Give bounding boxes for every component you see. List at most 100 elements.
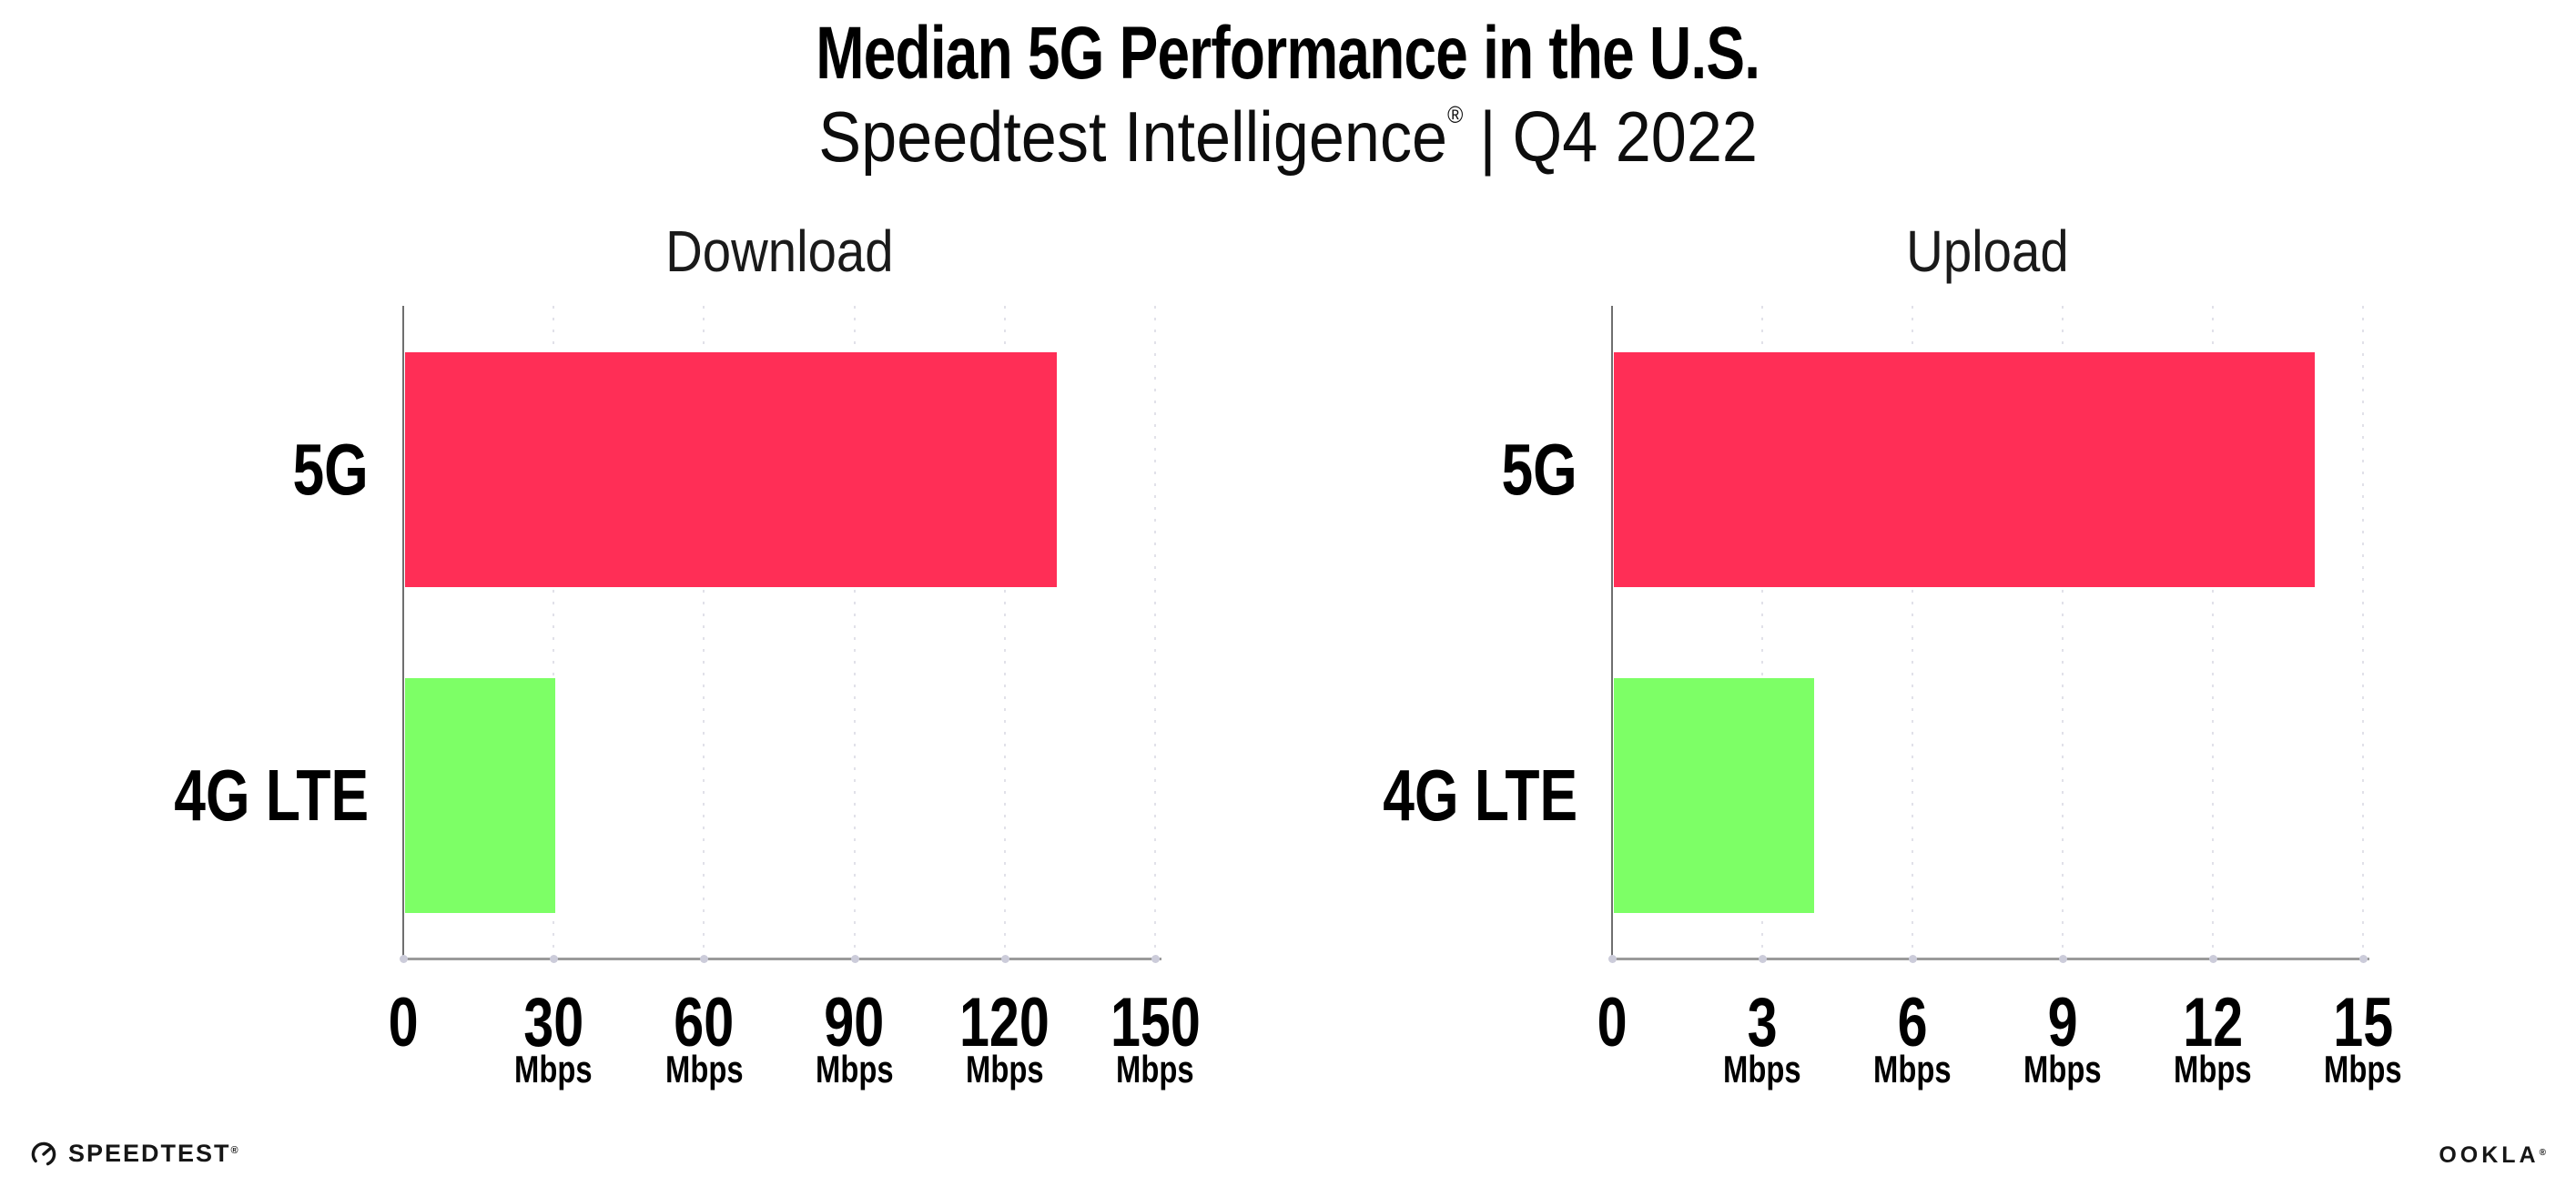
category-label-upload-4g-lte-text: 4G LTE — [1383, 755, 1577, 836]
tick-unit-download-120-text: Mbps — [966, 1048, 1044, 1090]
registered-mark: ® — [1446, 101, 1464, 128]
gridline-download-30 — [553, 306, 555, 958]
tick-unit-upload-15-text: Mbps — [2324, 1048, 2402, 1090]
tick-unit-upload-3-text: Mbps — [1723, 1048, 1801, 1090]
subtitle-separator: | — [1479, 96, 1496, 177]
bar-upload-5g — [1614, 352, 2315, 587]
category-label-download-4g-lte-text: 4G LTE — [174, 755, 369, 836]
tick-dot-upload-0 — [1608, 955, 1617, 963]
speedtest-gauge-icon — [31, 1141, 56, 1166]
tick-unit-upload-6: Mbps — [1776, 1050, 2049, 1089]
tick-label-download-150-text: 150 — [1110, 984, 1201, 1061]
tick-label-download-90-text: 90 — [824, 984, 885, 1061]
speedtest-label: SPEEDTEST — [68, 1140, 231, 1167]
chart-title-upload: Upload — [1624, 222, 2352, 280]
ookla-wordmark: OOKLA® — [2439, 1142, 2546, 1169]
speedtest-logo: SPEEDTEST® — [30, 1140, 238, 1168]
tick-label-download-150: 150 — [1019, 989, 1292, 1058]
tick-label-download-0: 0 — [267, 989, 540, 1058]
tick-label-download-60-text: 60 — [674, 984, 735, 1061]
tick-unit-upload-12: Mbps — [2076, 1050, 2349, 1089]
tick-unit-upload-6-text: Mbps — [1873, 1048, 1952, 1090]
tick-dot-download-30 — [550, 955, 559, 963]
chart-title-download: Download — [415, 222, 1143, 280]
tick-dot-download-90 — [850, 955, 859, 963]
tick-unit-upload-3: Mbps — [1626, 1050, 1899, 1089]
tick-dot-upload-15 — [2359, 955, 2368, 963]
tick-unit-download-120: Mbps — [868, 1050, 1141, 1089]
tick-unit-download-150-text: Mbps — [1116, 1048, 1194, 1090]
tick-label-upload-12: 12 — [2076, 989, 2349, 1058]
category-label-upload-5g: 5G — [1213, 433, 1577, 506]
page-title: Median 5G Performance in the U.S. — [0, 12, 2576, 95]
bar-download-4g-lte — [405, 678, 555, 913]
bar-upload-4g-lte — [1614, 678, 1814, 913]
tick-dot-upload-6 — [1909, 955, 1917, 963]
gridline-download-90 — [853, 306, 856, 958]
subtitle-brand: Speedtest Intelligence — [818, 96, 1447, 177]
tick-label-download-30: 30 — [417, 989, 690, 1058]
speedtest-wordmark: SPEEDTEST® — [68, 1140, 238, 1168]
gridline-upload-15 — [2362, 306, 2364, 958]
gridline-download-60 — [703, 306, 705, 958]
page-title-text: Median 5G Performance in the U.S. — [816, 12, 1761, 95]
tick-label-upload-0-text: 0 — [1597, 984, 1628, 1061]
tick-unit-download-30: Mbps — [417, 1050, 690, 1089]
tick-label-download-120: 120 — [868, 989, 1141, 1058]
speedtest-registered-mark: ® — [230, 1145, 238, 1156]
tick-label-download-120-text: 120 — [959, 984, 1050, 1061]
chart-title-download-text: Download — [664, 218, 894, 284]
tick-unit-upload-15: Mbps — [2226, 1050, 2500, 1089]
category-label-upload-5g-text: 5G — [1501, 429, 1577, 510]
tick-label-upload-3-text: 3 — [1747, 984, 1778, 1061]
y-axis-download — [402, 306, 404, 959]
category-label-download-5g-text: 5G — [292, 429, 369, 510]
tick-unit-upload-9-text: Mbps — [2023, 1048, 2102, 1090]
tick-label-download-0-text: 0 — [388, 984, 419, 1061]
category-label-upload-4g-lte: 4G LTE — [1213, 759, 1577, 832]
tick-unit-download-60-text: Mbps — [664, 1048, 744, 1090]
subtitle-period: Q4 2022 — [1512, 96, 1758, 177]
tick-label-upload-12-text: 12 — [2183, 984, 2243, 1061]
tick-label-upload-6-text: 6 — [1897, 984, 1928, 1061]
tick-unit-download-60: Mbps — [567, 1050, 840, 1089]
gridline-download-120 — [1003, 306, 1006, 958]
ookla-label: OOKLA — [2439, 1142, 2540, 1168]
tick-unit-download-90-text: Mbps — [815, 1048, 894, 1090]
tick-unit-upload-12-text: Mbps — [2174, 1048, 2252, 1090]
tick-label-download-90: 90 — [718, 989, 991, 1058]
gridline-upload-9 — [2062, 306, 2064, 958]
x-axis-upload — [1611, 958, 2369, 960]
tick-dot-download-150 — [1151, 955, 1160, 963]
tick-dot-upload-12 — [2209, 955, 2217, 963]
tick-label-upload-0: 0 — [1476, 989, 1749, 1058]
tick-label-download-60: 60 — [567, 989, 840, 1058]
tick-dot-download-60 — [700, 955, 709, 963]
ookla-logo: OOKLA® — [2439, 1142, 2546, 1169]
tick-label-upload-9: 9 — [1926, 989, 2199, 1058]
tick-label-upload-9-text: 9 — [2047, 984, 2078, 1061]
page-subtitle-text: Speedtest Intelligence® | Q4 2022 — [818, 99, 1758, 175]
ookla-registered-mark: ® — [2539, 1148, 2546, 1158]
gridline-download-150 — [1154, 306, 1156, 958]
tick-label-upload-3: 3 — [1626, 989, 1899, 1058]
page-subtitle: Speedtest Intelligence® | Q4 2022 — [0, 99, 2576, 175]
tick-label-upload-6: 6 — [1776, 989, 2049, 1058]
tick-dot-download-120 — [1000, 955, 1009, 963]
y-axis-upload — [1611, 306, 1613, 959]
tick-unit-download-150: Mbps — [1019, 1050, 1292, 1089]
tick-label-upload-15: 15 — [2226, 989, 2500, 1058]
tick-dot-upload-3 — [1759, 955, 1767, 963]
category-label-download-4g-lte: 4G LTE — [5, 759, 369, 832]
gridline-upload-12 — [2212, 306, 2214, 958]
tick-label-upload-15-text: 15 — [2333, 984, 2393, 1061]
tick-unit-download-90: Mbps — [718, 1050, 991, 1089]
bar-download-5g — [405, 352, 1057, 587]
tick-label-download-30-text: 30 — [523, 984, 584, 1061]
gridline-upload-6 — [1912, 306, 1913, 958]
category-label-download-5g: 5G — [5, 433, 369, 506]
tick-dot-download-0 — [400, 955, 408, 963]
x-axis-download — [402, 958, 1161, 960]
tick-dot-upload-9 — [2059, 955, 2067, 963]
